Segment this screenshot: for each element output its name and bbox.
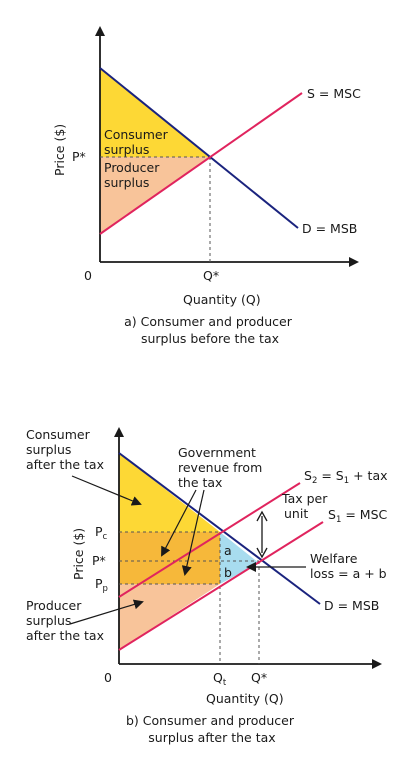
consumer-surplus-label-a: Consumer surplus [104, 127, 172, 157]
demand-label-b: D = MSB [324, 598, 379, 613]
tax-per-unit-arrow-bottom [256, 547, 268, 559]
producer-surplus-label-a: Producer surplus [104, 160, 163, 190]
s2-label: S2 = S1 + tax [304, 468, 388, 486]
supply-curve-a [99, 92, 303, 235]
consumer-surplus-pointer [71, 475, 142, 506]
demand-label-a: D = MSB [302, 221, 357, 236]
p-star-label-a: P* [72, 149, 86, 164]
supply-curve-s2-b [118, 482, 301, 598]
q-star-label-a: Q* [203, 268, 219, 283]
s1-label: S1 = MSC [328, 507, 387, 525]
area-a-label: a [224, 543, 232, 558]
demand-curve-a [99, 67, 299, 229]
caption-b: b) Consumer and producer surplus after t… [126, 713, 298, 745]
x-axis-label-b: Quantity (Q) [206, 691, 284, 706]
area-b-label: b [224, 565, 232, 580]
y-axis-label-a: Price ($) [52, 124, 67, 176]
origin-label-b: 0 [104, 670, 112, 685]
producer-surplus-label-b: Producer surplus after the tax [26, 598, 104, 643]
government-revenue-label: Government revenue from the tax [178, 445, 266, 490]
y-axis-label-b: Price ($) [71, 528, 86, 580]
diagram-a: Consumer surplus Producer surplus P* 0 Q… [52, 26, 361, 346]
qt-label: Qt [213, 670, 227, 688]
tax-per-unit-arrow-top [256, 510, 268, 522]
x-axis-label-a: Quantity (Q) [183, 292, 261, 307]
producer-surplus-pointer [69, 599, 144, 625]
p-star-label-b: P* [92, 553, 106, 568]
diagram-b: a b Consumer surplus after the tax Gover… [26, 427, 388, 745]
pp-label: Pp [95, 576, 108, 594]
supply-curve-s1-b [118, 521, 324, 651]
welfare-loss-label: Welfare loss = a + b [310, 551, 387, 581]
caption-a: a) Consumer and producer surplus before … [124, 314, 296, 346]
origin-label-a: 0 [84, 268, 92, 283]
government-revenue-pointer-1 [161, 489, 197, 557]
government-revenue-pointer-2 [181, 489, 205, 576]
consumer-surplus-label-b: Consumer surplus after the tax [26, 427, 104, 472]
tax-per-unit-label: Tax per unit [281, 491, 331, 521]
welfare-loss-area-a-b [220, 532, 259, 584]
supply-label-a: S = MSC [307, 86, 361, 101]
pc-label: Pc [95, 524, 108, 542]
demand-curve-b [118, 452, 321, 605]
q-star-label-b: Q* [251, 670, 267, 685]
